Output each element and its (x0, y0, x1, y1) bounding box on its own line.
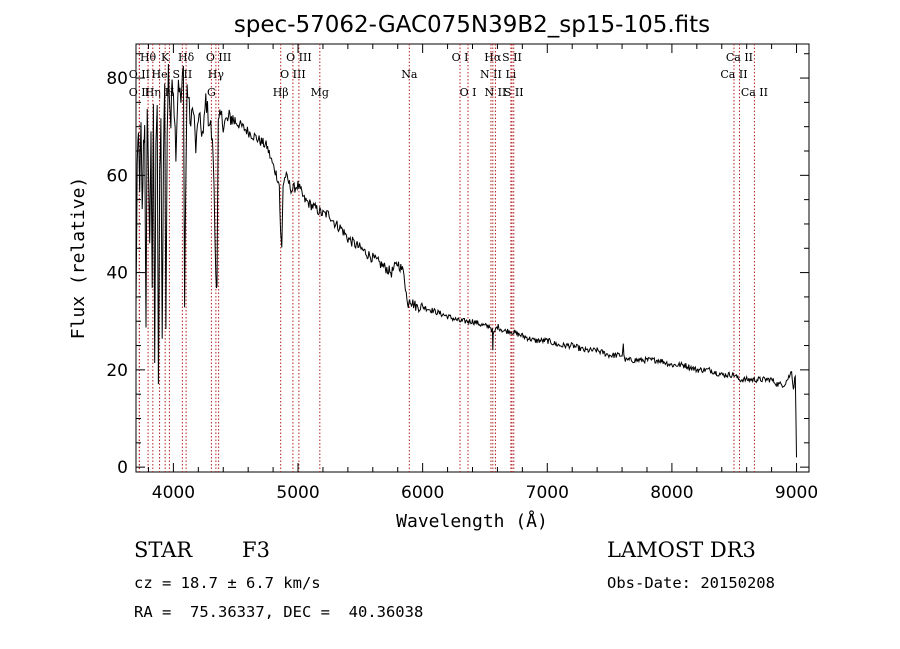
object-class: STAR (134, 538, 193, 562)
line-label-9: O III (206, 51, 232, 64)
axis-ticks: 4000 5000 6000 7000 8000 9000 0 20 40 60 80 (106, 44, 818, 503)
line-label-15: Mg (311, 86, 329, 99)
line-label-14: O III (286, 51, 312, 64)
line-label-21: N II (485, 86, 507, 99)
line-label-10: Hγ (208, 68, 225, 81)
redshift-info: cz = 18.7 ± 6.7 km/s (134, 574, 321, 592)
x-tick-label-3: 7000 (526, 483, 569, 503)
line-label-11: G (207, 86, 216, 99)
line-label-20: N II (480, 68, 502, 81)
line-label-19: Hα (484, 51, 502, 64)
x-tick-label-0: 4000 (152, 483, 195, 503)
line-label-16: Na (401, 68, 418, 81)
coordinates: RA = 75.36337, DEC = 40.36038 (134, 603, 424, 621)
line-label-25: Ca II (726, 51, 753, 64)
line-label-13: O III (280, 68, 306, 81)
x-tick-label-2: 6000 (401, 483, 444, 503)
line-label-0: O II (129, 86, 150, 99)
spectrum-line (135, 63, 797, 458)
line-label-18: O I (460, 86, 477, 99)
obs-date: Obs-Date: 20150208 (607, 574, 775, 592)
x-tick-label-1: 5000 (276, 483, 319, 503)
line-label-12: Hβ (273, 86, 289, 99)
y-axis-label: Flux (relative) (68, 177, 89, 340)
line-label-1: Hθ (140, 51, 157, 64)
line-label-17: O I (452, 51, 469, 64)
y-tick-label-1: 20 (106, 361, 128, 381)
x-tick-label-4: 8000 (650, 483, 693, 503)
chart-title: spec-57062-GAC075N39B2_sp15-105.fits (234, 12, 710, 38)
x-tick-label-5: 9000 (775, 483, 818, 503)
line-label-24: S II (504, 86, 524, 99)
line-label-2: O II (129, 68, 150, 81)
plot-frame (135, 43, 810, 473)
y-tick-label-3: 60 (106, 166, 128, 186)
line-label-7: Hδ (178, 51, 195, 64)
line-label-26: Ca II (720, 68, 747, 81)
line-label-3: Hη (145, 86, 161, 99)
y-tick-label-4: 80 (106, 69, 128, 89)
x-axis-label: Wavelength (Å) (396, 510, 548, 532)
line-label-23: Li (505, 68, 516, 81)
object-subclass: F3 (242, 538, 270, 562)
survey-label: LAMOST DR3 (607, 538, 756, 562)
line-label-22: S II (502, 51, 522, 64)
y-tick-label-2: 40 (106, 264, 128, 284)
y-tick-label-0: 0 (117, 458, 128, 478)
line-label-4: He (152, 68, 168, 81)
line-label-5: K (161, 51, 170, 64)
line-label-27: Ca II (741, 86, 768, 99)
